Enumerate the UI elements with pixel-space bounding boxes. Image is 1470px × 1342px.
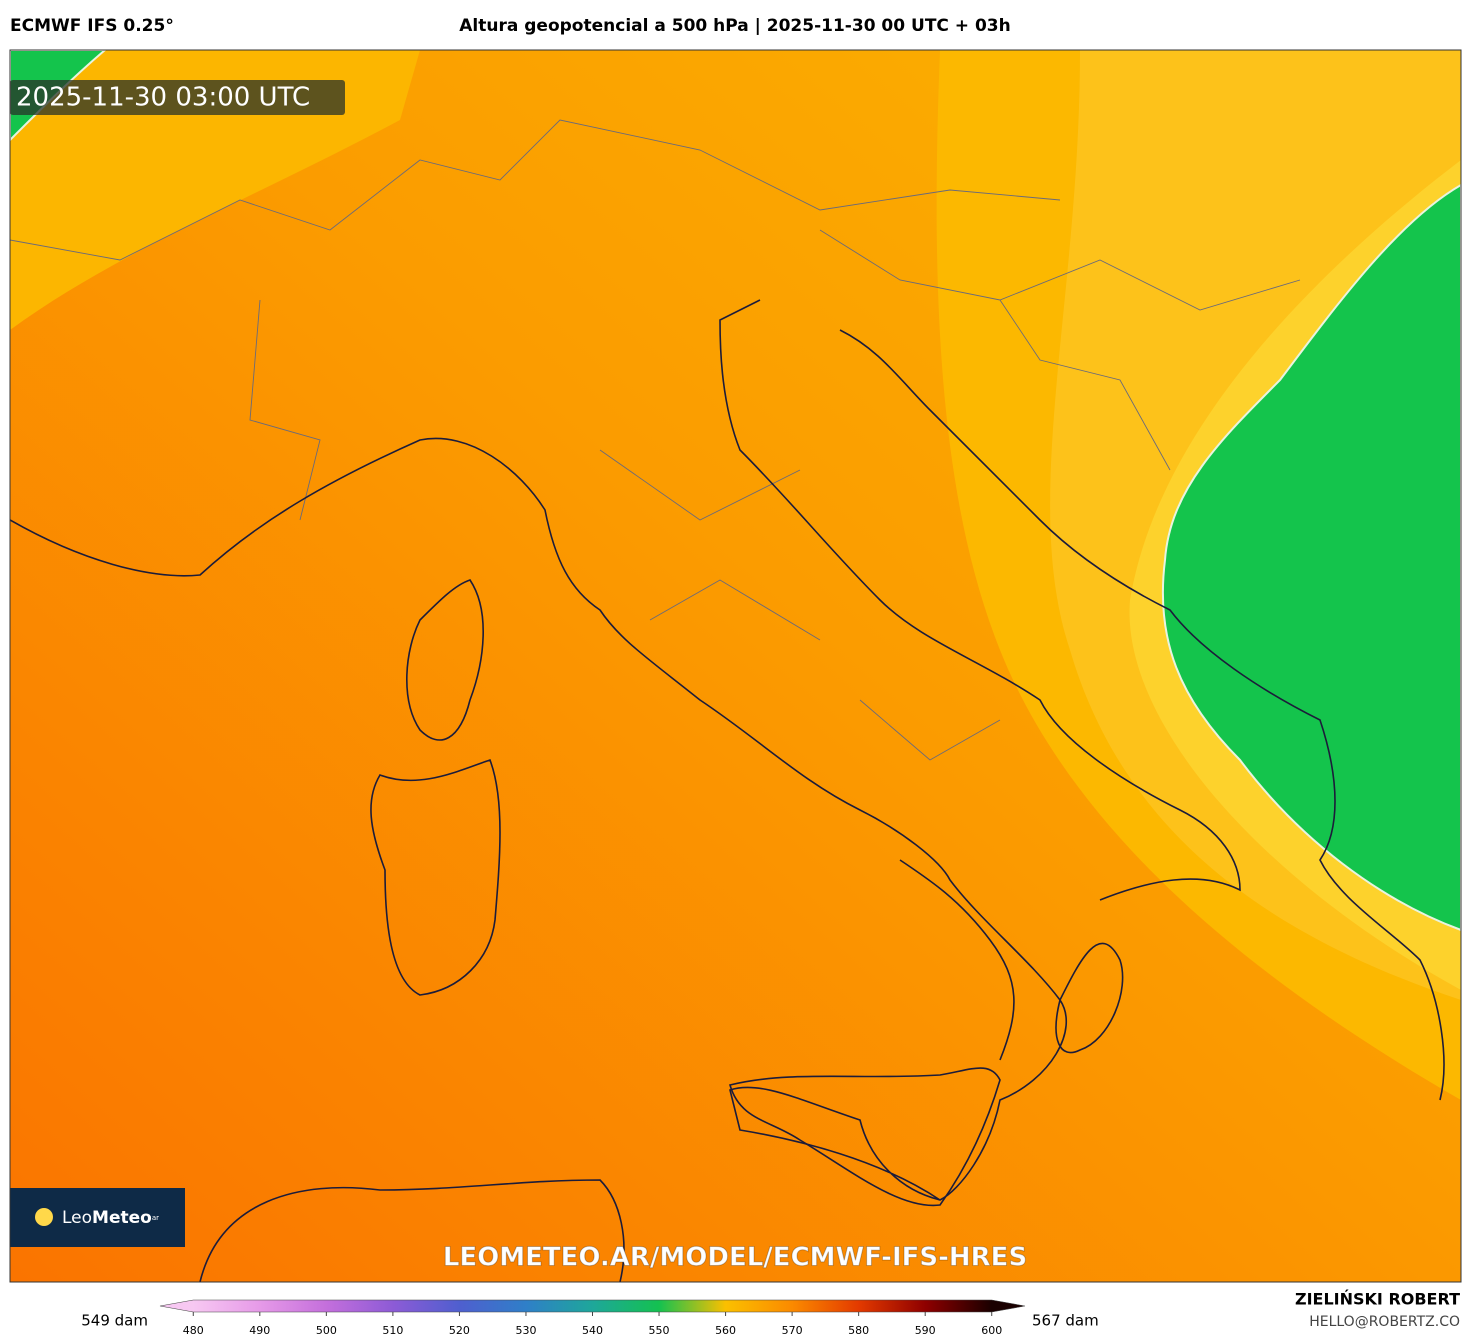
colorbar-tick-label: 530 [515,1324,536,1337]
colorbar-body [159,1299,1026,1313]
valid-time: 2025-11-30 03:00 UTC [16,83,310,113]
map-title: Altura geopotencial a 500 hPa | 2025-11-… [459,16,1010,36]
coastline [406,579,484,741]
valid-time-box [10,80,345,115]
email: HELLO@ROBERTZ.CO [1309,1314,1460,1330]
colorbar-tick-label: 480 [183,1324,204,1337]
colorbar-tick-label: 510 [382,1324,403,1337]
border [10,119,1301,761]
coastline [199,1179,625,1282]
colorbar-tick-label: 560 [715,1324,736,1337]
colorbar-min-label: 549 dam [81,1312,148,1330]
logo-text: LeoMeteoar [62,1208,159,1228]
map-frame [9,49,1462,1283]
colorbar-tick-label: 550 [649,1324,670,1337]
colorbar-tick-label: 540 [582,1324,603,1337]
map: 2025-11-30 03:00 UTC LeoMeteoar LEOMETEO… [10,50,1461,1282]
model-label: ECMWF IFS 0.25° [10,16,174,36]
logo-sun [35,1208,53,1226]
colorbar-tick-label: 490 [249,1324,270,1337]
colorbar: 480 490 500 510 520 530 540 550 560 570 580 590 600 [159,1299,1026,1337]
coastline [10,299,1241,1201]
coastline [839,329,1445,1101]
colorbar-tick-label: 580 [848,1324,869,1337]
coastline [729,1067,1001,1207]
field-band [1161,183,1461,932]
colorbar-max-label: 567 dam [1032,1312,1099,1330]
author: ZIELIŃSKI ROBERT [1295,1290,1460,1309]
source-url: LEOMETEO.AR/MODEL/ECMWF-IFS-HRES [443,1243,1027,1273]
coastline [370,758,501,996]
colorbar-tick-label: 600 [981,1324,1002,1337]
colorbar-tick-label: 500 [316,1324,337,1337]
colorbar-tick-label: 590 [915,1324,936,1337]
colorbar-tick-label: 570 [782,1324,803,1337]
field-band [10,50,420,330]
colorbar-tick-label: 520 [449,1324,470,1337]
